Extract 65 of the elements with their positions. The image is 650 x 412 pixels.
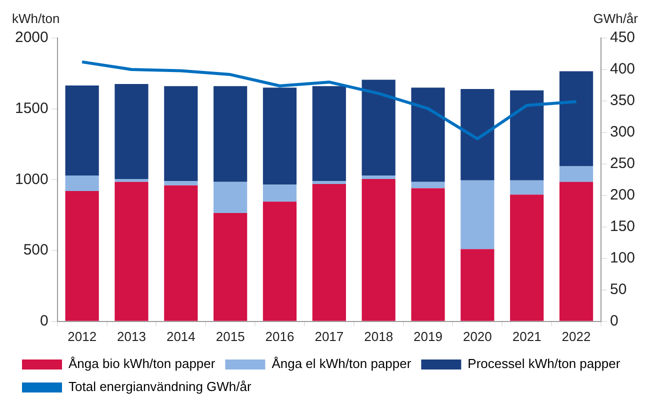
bar bbox=[411, 182, 445, 188]
bar bbox=[460, 180, 494, 250]
bar bbox=[262, 202, 297, 321]
bar bbox=[114, 178, 148, 182]
bar bbox=[214, 86, 248, 182]
y2-tick-label: 250 bbox=[610, 155, 636, 172]
x-tick-label: 2014 bbox=[166, 328, 196, 344]
bar bbox=[559, 182, 594, 321]
bar bbox=[510, 90, 544, 180]
legend-label: Ånga el kWh/ton papper bbox=[272, 356, 412, 372]
y2-tick-label: 150 bbox=[610, 218, 636, 236]
x-tick-label: 2020 bbox=[462, 328, 492, 344]
bar bbox=[510, 180, 544, 195]
bar bbox=[411, 88, 445, 182]
x-tick-label: 2015 bbox=[216, 328, 245, 344]
bar bbox=[460, 89, 494, 180]
bar bbox=[362, 80, 396, 176]
bar bbox=[312, 184, 346, 321]
x-tick-label: 2019 bbox=[414, 328, 442, 344]
x-tick-label: 2021 bbox=[512, 328, 542, 344]
bar bbox=[312, 181, 346, 184]
y2-tick-label: 200 bbox=[610, 186, 636, 204]
legend-label: Processel kWh/ton papper bbox=[468, 356, 621, 372]
bar bbox=[65, 191, 99, 321]
bar bbox=[114, 182, 148, 321]
bar bbox=[460, 249, 494, 321]
y2-tick-label: 0 bbox=[610, 312, 618, 330]
legend-label: Ånga bio kWh/ton papper bbox=[68, 356, 216, 372]
y-tick-label: 1500 bbox=[14, 100, 48, 117]
x-tick-label: 2012 bbox=[68, 328, 97, 344]
bar bbox=[362, 175, 396, 179]
y2-tick-label: 350 bbox=[610, 92, 636, 110]
bar bbox=[65, 85, 99, 176]
y-tick-label: 1000 bbox=[14, 170, 48, 188]
y-tick-label: 2000 bbox=[14, 29, 48, 46]
y2-tick-label: 450 bbox=[610, 29, 636, 46]
x-tick-label: 2022 bbox=[562, 328, 591, 344]
legend-label: Total energianvändning GWh/år bbox=[68, 379, 252, 394]
x-tick-label: 2018 bbox=[364, 328, 394, 344]
y2-tick-label: 50 bbox=[610, 281, 627, 298]
bar bbox=[262, 184, 297, 202]
bar bbox=[214, 182, 248, 213]
bar bbox=[559, 166, 594, 182]
y2-axis-title: GWh/år bbox=[593, 11, 639, 26]
bar bbox=[262, 88, 297, 185]
x-tick-label: 2013 bbox=[117, 328, 146, 344]
y2-tick-label: 300 bbox=[610, 124, 636, 141]
y-axis-title: kWh/ton bbox=[12, 11, 60, 26]
bar bbox=[362, 178, 396, 321]
y-tick-label: 500 bbox=[23, 242, 48, 259]
x-tick-label: 2016 bbox=[265, 328, 294, 344]
bar bbox=[411, 188, 445, 321]
bar bbox=[510, 194, 544, 321]
bar bbox=[164, 181, 198, 186]
x-tick-label: 2017 bbox=[314, 328, 344, 344]
bar bbox=[114, 84, 148, 179]
y2-tick-label: 100 bbox=[610, 250, 636, 267]
bar bbox=[312, 86, 346, 182]
bar bbox=[164, 86, 198, 182]
bar bbox=[164, 185, 198, 321]
bar bbox=[65, 175, 99, 192]
y-tick-label: 0 bbox=[40, 312, 48, 330]
bar bbox=[559, 71, 594, 166]
y2-tick-label: 400 bbox=[610, 60, 636, 78]
bar bbox=[214, 213, 248, 321]
